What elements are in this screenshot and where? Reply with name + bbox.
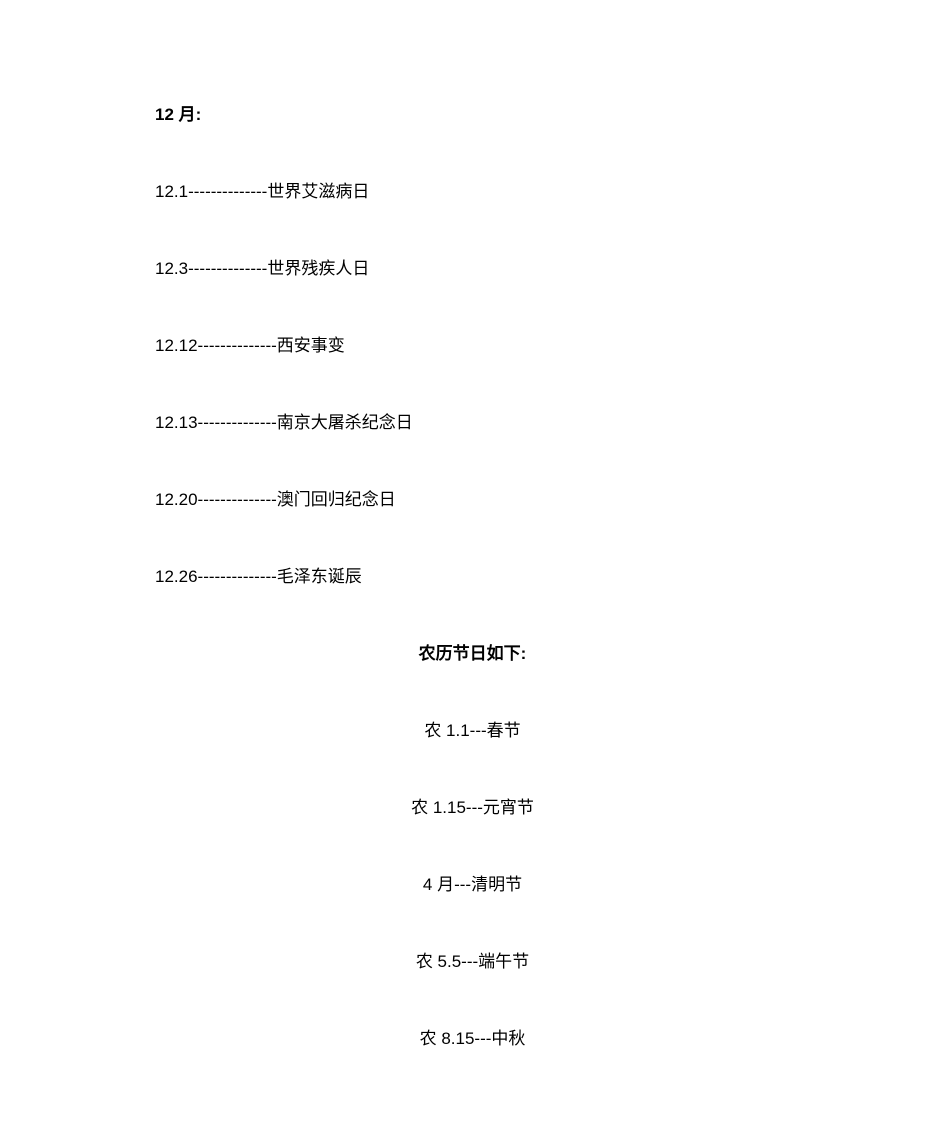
- lunar-row: 农 1.1---春节: [155, 716, 790, 741]
- lunar-row: 4 月---清明节: [155, 870, 790, 895]
- december-header: 12 月:: [155, 100, 790, 125]
- date-row: 12.13--------------南京大屠杀纪念日: [155, 408, 790, 433]
- lunar-row: 农 1.15---元宵节: [155, 793, 790, 818]
- date-row: 12.12--------------西安事变: [155, 331, 790, 356]
- lunar-row: 农 5.5---端午节: [155, 947, 790, 972]
- date-row: 12.1--------------世界艾滋病日: [155, 177, 790, 202]
- date-row: 12.3--------------世界残疾人日: [155, 254, 790, 279]
- date-row: 12.20--------------澳门回归纪念日: [155, 485, 790, 510]
- date-row: 12.26--------------毛泽东诞辰: [155, 562, 790, 587]
- lunar-row: 农 8.15---中秋: [155, 1024, 790, 1049]
- lunar-header: 农历节日如下:: [155, 639, 790, 664]
